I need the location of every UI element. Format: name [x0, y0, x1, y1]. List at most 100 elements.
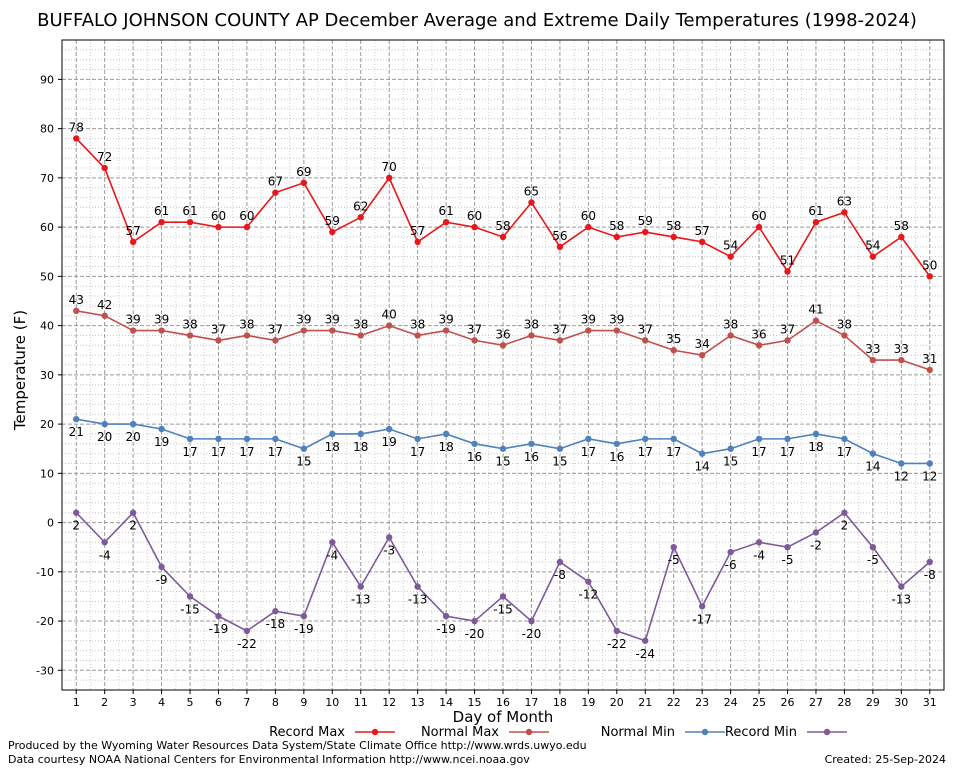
record-max-data-label: 60: [751, 209, 766, 223]
x-tick-label: 10: [325, 696, 339, 709]
normal-min-data-label: 17: [837, 445, 852, 459]
normal-max-point: [243, 332, 251, 339]
record-min-point: [812, 529, 820, 536]
normal-max-data-label: 31: [922, 352, 937, 366]
normal-max-point: [272, 337, 279, 344]
normal-min-point: [556, 445, 564, 452]
record-max-point: [385, 174, 393, 182]
x-tick-label: 7: [243, 696, 250, 709]
normal-max-data-label: 38: [353, 317, 368, 331]
record-max-data-label: 63: [837, 194, 852, 208]
legend-swatch-point-normal-min: [701, 728, 709, 736]
record-max-data-label: 61: [808, 204, 823, 218]
record-max-line: [75, 137, 931, 277]
record-max-data-label: 58: [495, 219, 510, 233]
x-tick-label: 31: [923, 696, 937, 709]
record-max-point: [158, 218, 165, 226]
record-max-data-label: 51: [780, 253, 795, 267]
data-labels-layer: 78 72 57 61 61 60 60 67 69 59 62 70 57 61 60 58 65 56 60 58…: [69, 120, 938, 660]
record-min-point: [499, 593, 507, 600]
normal-min-data-label: 12: [894, 469, 909, 483]
normal-min-point: [698, 450, 706, 457]
y-tick-label: -10: [36, 566, 54, 579]
y-tick-label: 20: [40, 418, 54, 431]
y-tick-label: 70: [40, 172, 54, 185]
normal-max-point: [471, 337, 478, 344]
normal-min-point: [585, 435, 592, 443]
normal-max-data-label: 39: [581, 313, 596, 327]
x-tick-label: 29: [866, 696, 880, 709]
normal-min-point: [784, 435, 791, 443]
record-min-data-label: -24: [635, 647, 655, 661]
normal-min-point: [414, 435, 421, 443]
x-tick-label: 16: [496, 696, 510, 709]
normal-min-data-label: 16: [609, 450, 624, 464]
normal-max-data-label: 35: [666, 332, 681, 346]
x-tick-label: 6: [215, 696, 222, 709]
normal-max-data-label: 37: [638, 322, 653, 336]
record-min-point: [755, 539, 763, 546]
record-max-point: [499, 233, 507, 241]
record-max-point: [528, 199, 535, 206]
normal-max-data-label: 40: [382, 308, 397, 322]
normal-max-point: [414, 332, 421, 339]
x-tick-label: 21: [638, 696, 652, 709]
record-max-point: [329, 228, 336, 236]
record-min-data-label: -15: [493, 602, 513, 616]
y-tick-label: 40: [40, 320, 54, 333]
normal-max-point: [585, 327, 592, 334]
normal-min-point: [613, 440, 621, 447]
normal-max-point: [215, 337, 222, 344]
record-max-data-label: 59: [638, 214, 653, 228]
normal-max-point: [755, 342, 763, 349]
x-tick-label: 17: [524, 696, 538, 709]
record-min-data-label: -19: [209, 622, 229, 636]
x-tick-label: 22: [667, 696, 681, 709]
record-min-data-label: -5: [867, 553, 879, 567]
x-tick-label: 26: [781, 696, 795, 709]
record-max-point: [414, 238, 421, 246]
record-min-point: [186, 593, 194, 600]
normal-min-point: [642, 435, 649, 443]
record-min-point: [329, 539, 336, 546]
record-max-data-label: 78: [69, 120, 84, 134]
record-min-point: [414, 583, 421, 590]
record-min-point: [73, 509, 80, 516]
normal-min-point: [73, 415, 80, 423]
normal-min-point: [869, 450, 877, 457]
y-tick-label: 30: [40, 369, 54, 382]
normal-min-point: [442, 430, 450, 438]
record-max-data-label: 70: [382, 160, 397, 174]
record-min-point: [926, 558, 933, 566]
y-tick-label: 0: [47, 517, 54, 530]
record-min-data-label: -13: [351, 593, 371, 607]
normal-max-data-label: 39: [125, 313, 140, 327]
record-min-data-label: -4: [326, 548, 338, 562]
normal-max-data-label: 37: [467, 322, 482, 336]
record-max-point: [869, 253, 877, 260]
record-max-point: [186, 218, 194, 226]
x-tick-label: 28: [837, 696, 851, 709]
record-max-data-label: 57: [410, 224, 425, 238]
normal-min-point: [898, 460, 905, 467]
normal-min-data-label: 18: [438, 440, 453, 454]
record-max-data-label: 69: [296, 165, 311, 179]
x-tick-label: 5: [187, 696, 194, 709]
x-tick-label: 13: [411, 696, 425, 709]
normal-max-point: [528, 332, 535, 339]
normal-min-point: [841, 435, 848, 443]
record-min-data-label: -5: [668, 553, 680, 567]
legend: Record Max Normal Max Normal Min Record Min: [269, 725, 847, 740]
normal-min-data-label: 17: [666, 445, 681, 459]
record-min-point: [670, 543, 677, 551]
normal-max-data-label: 33: [894, 342, 909, 356]
normal-max-data-label: 37: [780, 322, 795, 336]
record-min-point: [300, 612, 308, 620]
normal-max-point: [727, 332, 734, 339]
record-min-point: [898, 583, 905, 590]
normal-max-data-label: 41: [808, 303, 823, 317]
normal-min-data-label: 18: [808, 440, 823, 454]
record-max-data-label: 61: [182, 204, 197, 218]
